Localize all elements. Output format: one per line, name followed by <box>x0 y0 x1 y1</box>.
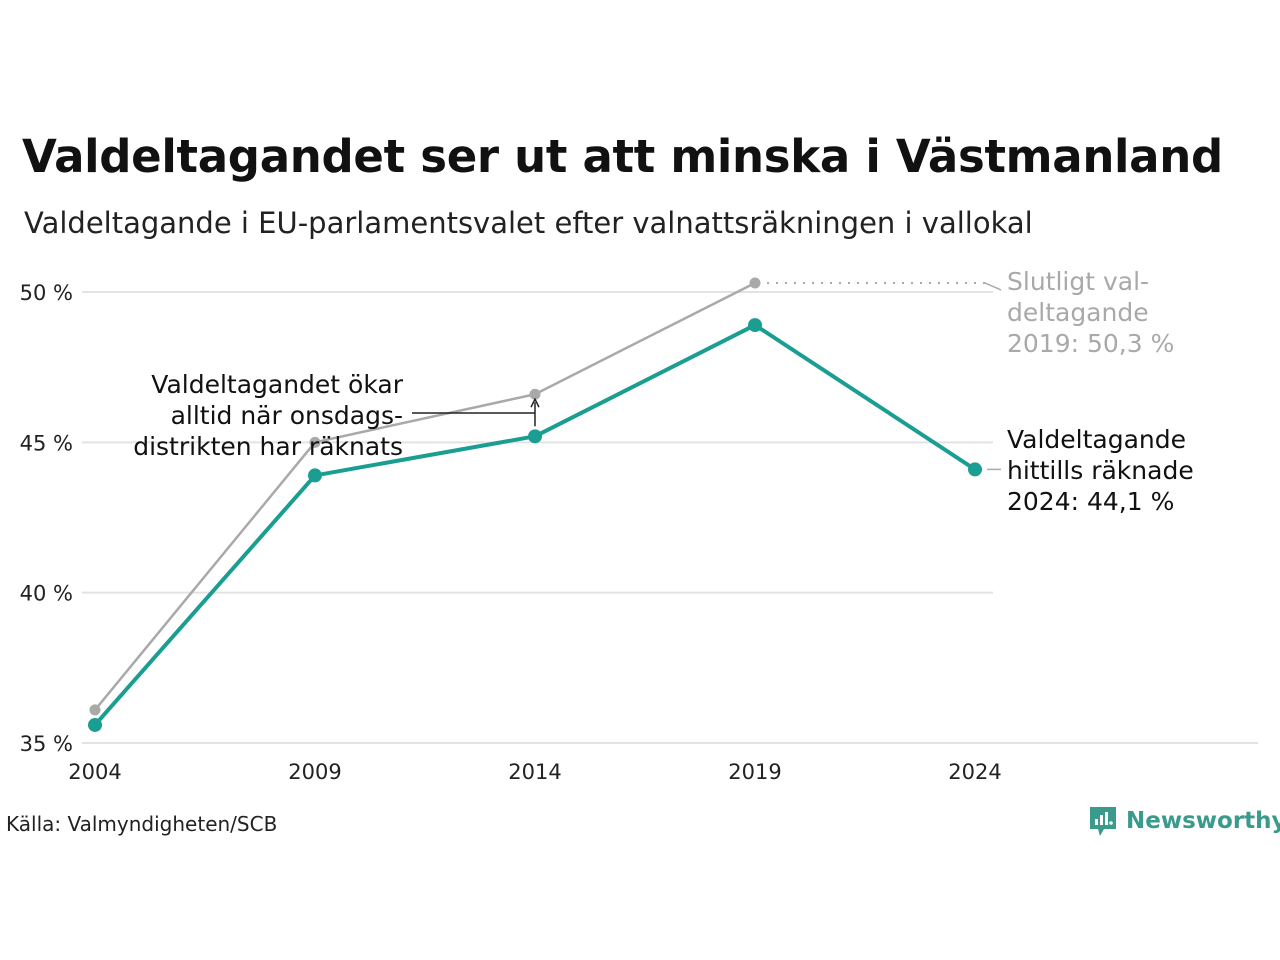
newsworthy-logo-icon <box>1090 807 1116 836</box>
current-value-label-line: Valdeltagande <box>1007 425 1186 454</box>
y-tick-label: 35 % <box>20 732 73 756</box>
data-point-current <box>968 462 982 477</box>
series-layer <box>88 277 982 732</box>
series-line-final <box>94 281 756 711</box>
data-point-current <box>528 429 542 444</box>
y-axis-ticks: 35 % 40 % 45 % 50 % <box>20 281 73 756</box>
chart-title: Valdeltagandet ser ut att minska i Västm… <box>22 130 1223 183</box>
data-point-current <box>748 318 762 333</box>
note-label: Valdeltagandet ökar alltid när onsdags-di… <box>133 370 403 461</box>
x-tick-label: 2014 <box>508 760 561 784</box>
source-note: Källa: Valmyndigheten/SCB <box>6 812 278 836</box>
final-leader-tick <box>984 282 1002 291</box>
chart-subtitle: Valdeltagande i EU-parlamentsvalet efter… <box>24 206 1033 240</box>
note-label-line: Valdeltagandet ökar <box>151 370 403 399</box>
final-value-label-line: Slutligt val- <box>1007 267 1149 296</box>
grid-lines <box>82 291 1258 744</box>
current-value-label-line: 2024: 44,1 % <box>1007 487 1174 516</box>
note-arrow-head <box>530 397 540 408</box>
note-label-line: alltid när onsdags- <box>171 401 403 430</box>
data-point-final <box>529 388 541 400</box>
x-tick-label: 2009 <box>288 760 341 784</box>
note-label-line: distrikten har räknats <box>133 432 403 461</box>
current-value-label: Valdeltagande hittills räknade 2024: 44,1 … <box>1007 425 1194 516</box>
final-value-label: Slutligt val-deltagande 2019: 50,3 % <box>1007 267 1174 358</box>
data-point-current <box>308 468 322 483</box>
data-point-final <box>749 277 761 289</box>
annotations-layer: Slutligt val-deltagande 2019: 50,3 % Valde… <box>133 267 1193 516</box>
y-tick-label: 40 % <box>20 582 73 606</box>
final-value-label-line: 2019: 50,3 % <box>1007 329 1174 358</box>
brand-name: Newsworthy <box>1126 808 1280 834</box>
y-tick-label: 50 % <box>20 281 73 305</box>
y-tick-label: 45 % <box>20 431 73 455</box>
data-point-final <box>309 436 321 448</box>
brand-logo: Newsworthy <box>1088 804 1280 838</box>
x-tick-label: 2004 <box>68 760 121 784</box>
current-value-label-line: hittills räknade <box>1007 456 1194 485</box>
x-tick-label: 2019 <box>728 760 781 784</box>
x-tick-label: 2024 <box>948 760 1001 784</box>
data-point-current <box>88 717 102 732</box>
data-point-final <box>89 704 101 716</box>
x-axis-ticks: 2004 2009 2014 2019 2024 <box>68 760 1001 784</box>
final-value-label-line: deltagande <box>1007 298 1149 327</box>
